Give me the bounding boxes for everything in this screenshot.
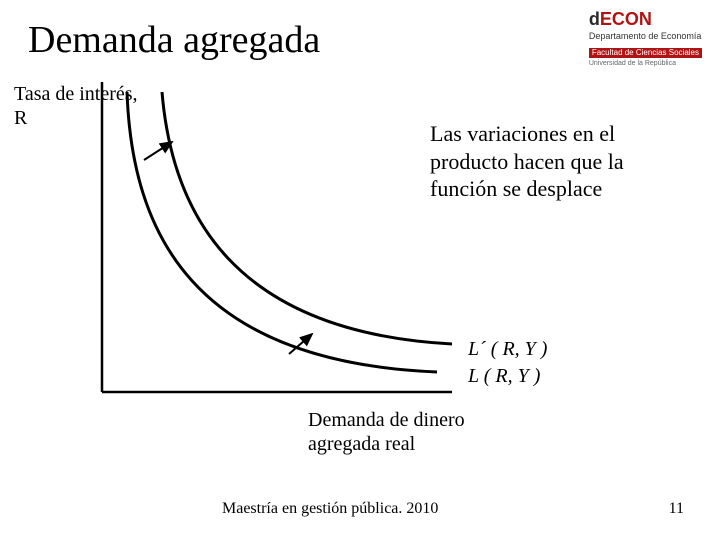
logo-brand-prefix: d (589, 9, 600, 29)
logo-brand-main: ECON (600, 9, 652, 29)
footer-text: Maestría en gestión pública. 2010 (222, 500, 438, 518)
page-number: 11 (669, 500, 684, 518)
demand-chart (92, 82, 462, 402)
logo-brand: dECON (589, 10, 702, 30)
chart-annotation: Las variaciones en el producto hacen que… (430, 120, 690, 203)
logo-line3: Universidad de la República (589, 60, 702, 68)
x-axis-label-line2: agregada real (308, 433, 415, 455)
shift-arrow-top (144, 142, 172, 160)
x-axis-label: Demanda de dinero agregada real (308, 408, 465, 456)
curve-upper-label: L´ ( R, Y ) (468, 338, 547, 361)
x-axis-label-line1: Demanda de dinero (308, 409, 465, 431)
institution-logo: dECON Departamento de Economía Facultad … (589, 10, 702, 68)
curve-lower-label: L ( R, Y ) (468, 365, 540, 388)
logo-line1: Departamento de Economía (589, 32, 702, 42)
curve-upper (162, 92, 452, 344)
logo-line2: Facultad de Ciencias Sociales (589, 48, 702, 59)
slide-title: Demanda agregada (28, 18, 320, 62)
y-axis-label-line2: R (14, 107, 27, 129)
curve-lower (127, 92, 437, 372)
